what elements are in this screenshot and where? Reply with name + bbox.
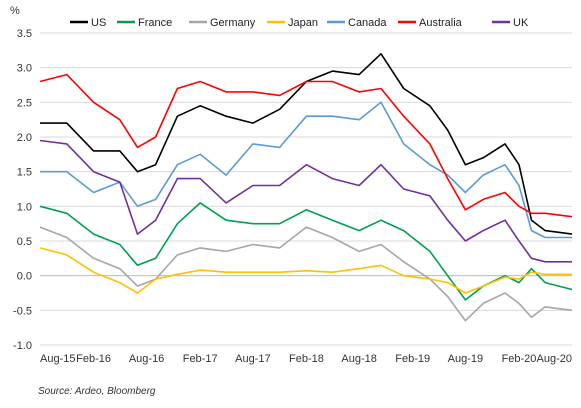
series-line-germany [39,226,573,322]
series-line-france [39,202,573,301]
x-tick-label: Feb-16 [76,353,111,365]
series-line-japan [39,247,572,294]
x-tick-label: Aug-16 [129,353,164,365]
y-tick-label: 2.0 [17,132,32,144]
x-tick-label: Aug-15 [40,353,75,365]
x-tick-label: Feb-17 [183,353,218,365]
y-tick-label: 2.5 [17,97,32,109]
gridlines [40,32,572,346]
x-tick-label: Feb-20 [502,353,537,365]
x-tick-label: Aug-19 [448,353,483,365]
legend-label-us: US [91,17,106,29]
legend-label-germany: Germany [210,17,256,29]
series-line-uk [39,139,572,263]
series-line-canada [40,101,572,239]
y-tick-label: 3.0 [17,63,32,75]
x-axis-ticks: Aug-15 Feb-16 Aug-16 Feb-17 Aug-17 Feb-18 Aug-… [40,353,572,365]
source-note: Source: Ardeo, Bloomberg [38,386,156,397]
legend-label-france: France [138,17,172,29]
y-tick-label: 1.0 [17,201,32,213]
legend-label-uk: UK [513,17,529,29]
x-tick-label: Aug-18 [341,353,376,365]
x-tick-label: Aug-20 [537,353,572,365]
legend-label-japan: Japan [288,17,318,29]
series-lines [39,52,573,322]
series-line-australia [39,73,573,218]
legend: US France Germany Japan Canada Australia UK [70,17,529,29]
y-tick-label: 3.5 [17,28,32,40]
x-tick-label: Feb-18 [289,353,324,365]
y-tick-label: -1.0 [13,340,32,352]
x-tick-label: Aug-17 [235,353,270,365]
y-tick-label: -0.5 [13,305,32,317]
series-line-us [40,52,573,235]
legend-label-australia: Australia [419,17,463,29]
legend-label-canada: Canada [348,17,387,29]
y-tick-label: 0.0 [17,271,32,283]
x-tick-label: Feb-19 [395,353,430,365]
y-axis-ticks: -1.0 -0.5 0.0 0.5 1.0 1.5 2.0 2.5 3.0 3.5 [13,28,32,352]
y-axis-unit-label: % [10,5,20,17]
y-tick-label: 1.5 [17,167,32,179]
y-tick-label: 0.5 [17,236,32,248]
